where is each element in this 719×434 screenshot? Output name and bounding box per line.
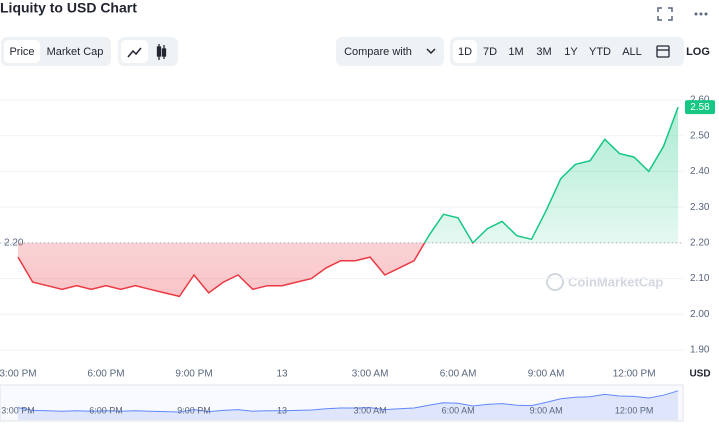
- baseline-label: 2.20: [4, 237, 24, 248]
- y-tick-label: 1.90: [690, 345, 710, 356]
- more-icon[interactable]: [694, 12, 708, 16]
- range-button[interactable]: 7D: [483, 46, 497, 58]
- navigator-tick-label: 13: [277, 405, 287, 415]
- y-tick-label: 2.10: [690, 273, 710, 284]
- range-group: [450, 37, 684, 66]
- x-tick-label: 6:00 AM: [440, 369, 477, 380]
- navigator-line: [17, 390, 679, 413]
- line-icon: [127, 47, 142, 58]
- x-tick-label: 3:00 PM: [0, 369, 37, 380]
- line-down: [17, 242, 474, 298]
- tab[interactable]: Market Cap: [47, 46, 104, 58]
- price-tag-label: 2.58: [690, 102, 710, 113]
- calendar-icon[interactable]: [656, 45, 670, 58]
- range-active[interactable]: [453, 40, 477, 63]
- currency: USD: [689, 369, 710, 380]
- watermark-text: CoinMarketCap: [568, 274, 663, 289]
- compare[interactable]: [336, 37, 444, 66]
- y-tick-label: 2.30: [690, 202, 710, 213]
- range-button[interactable]: 3M: [536, 46, 551, 58]
- candle-icon[interactable]: [156, 44, 167, 60]
- x-tick-label: 9:00 AM: [528, 369, 565, 380]
- y-tick-label: 2.50: [690, 130, 710, 141]
- line-up: [423, 106, 679, 243]
- y-tick-label: 2.40: [690, 166, 710, 177]
- x-tick-label: 9:00 PM: [175, 369, 212, 380]
- range-button[interactable]: 1M: [508, 46, 523, 58]
- navigator-tick-label: 6:00 AM: [442, 405, 475, 415]
- navigator-tick-label: 9:00 AM: [530, 405, 563, 415]
- range-button[interactable]: ALL: [622, 46, 642, 58]
- title: Liquity to USD Chart: [0, 0, 137, 16]
- y-tick-label: 2.60: [690, 95, 710, 106]
- fullscreen-icon[interactable]: [657, 7, 673, 21]
- chevron: [426, 48, 436, 55]
- area-up: [18, 107, 679, 243]
- price-tag: [685, 100, 715, 115]
- x-tick-label: 13: [276, 369, 288, 380]
- navigator-tick-label: 3:00 PM: [1, 405, 35, 415]
- navigator-tick-label: 6:00 PM: [89, 405, 123, 415]
- y-tick-label: 2.20: [690, 237, 710, 248]
- navigator-tick-label: 12:00 PM: [615, 405, 654, 415]
- compare-label: Compare with: [344, 46, 412, 58]
- navigator-tick-label: 9:00 PM: [177, 405, 211, 415]
- tab-active[interactable]: [4, 40, 40, 63]
- tab[interactable]: Price: [9, 46, 34, 58]
- x-tick-label: 6:00 PM: [87, 369, 124, 380]
- navigator-tick-label: 3:00 AM: [354, 405, 387, 415]
- area-down: [18, 242, 473, 297]
- watermark: CoinMarketCap: [546, 273, 663, 291]
- log-toggle[interactable]: LOG: [686, 46, 710, 58]
- x-tick-label: 3:00 AM: [352, 369, 389, 380]
- x-tick-label: 12:00 PM: [613, 369, 656, 380]
- range-button[interactable]: 1Y: [564, 46, 578, 58]
- range-button[interactable]: YTD: [589, 46, 611, 58]
- range-button[interactable]: 1D: [458, 46, 472, 58]
- navigator-area: [18, 390, 679, 420]
- y-tick-label: 2.00: [690, 309, 710, 320]
